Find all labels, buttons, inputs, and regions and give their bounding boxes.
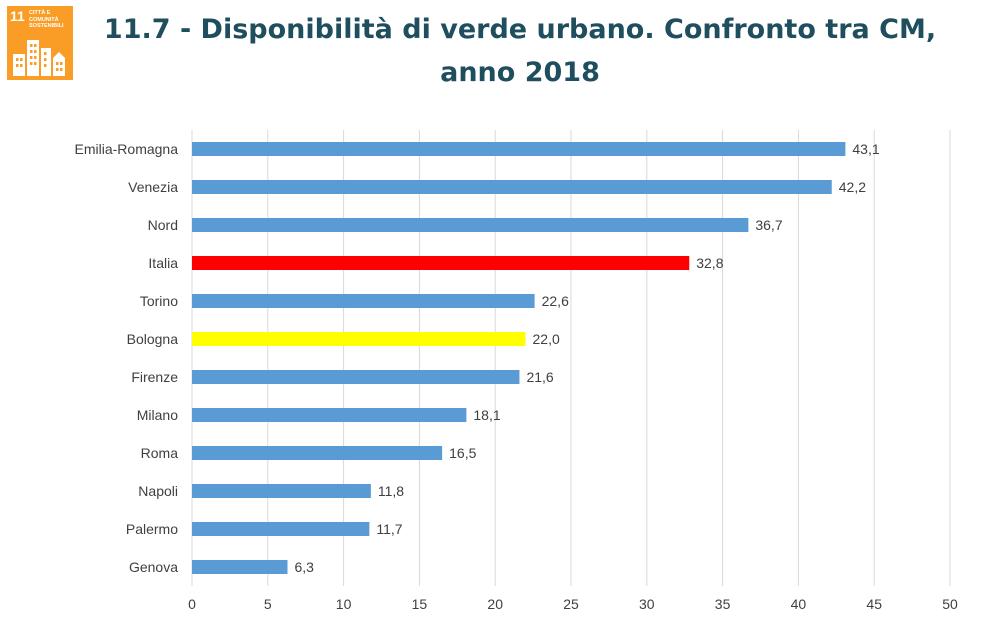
x-tick-label: 5 [264,596,272,612]
bar [192,370,520,384]
x-tick-label: 25 [563,596,579,612]
data-label: 42,2 [839,179,866,195]
bar [192,446,443,460]
sdg-11-badge: 11 CITTÀ E COMUNITÀ SOSTENIBILI [7,6,73,80]
chart-title: 11.7 - Disponibilità di verde urbano. Co… [103,14,937,88]
bar [192,560,288,574]
bar [192,408,467,422]
data-label: 6,3 [295,559,315,575]
data-label: 36,7 [755,217,782,233]
category-label: Bologna [127,331,179,347]
x-tick-label: 35 [715,596,731,612]
x-tick-label: 45 [866,596,882,612]
data-label: 11,8 [378,483,404,499]
data-label: 22,6 [542,293,569,309]
x-tick-label: 15 [412,596,428,612]
data-label: 32,8 [696,255,723,271]
x-tick-label: 50 [942,596,958,612]
x-tick-label: 40 [791,596,807,612]
city-buildings-icon [13,40,65,76]
x-tick-label: 30 [639,596,655,612]
category-label: Emilia-Romagna [75,141,179,157]
data-labels: 43,1 42,2 36,7 32,8 22,6 22,0 21,6 18,1 16,5 11,8… [295,141,880,575]
tick-labels: 0 5 10 15 20 25 30 35 40 45 50 [188,596,958,612]
x-tick-label: 0 [188,596,196,612]
data-label: 16,5 [449,445,476,461]
x-tick-label: 10 [336,596,352,612]
category-label: Genova [129,559,178,575]
category-label: Torino [140,293,178,309]
bar [192,256,690,270]
category-label: Napoli [138,483,178,499]
data-label: 43,1 [852,141,879,157]
bar [192,218,749,232]
category-label: Nord [148,217,178,233]
bar [192,522,370,536]
category-label: Firenze [131,369,178,385]
category-label: Milano [137,407,178,423]
category-label: Palermo [126,521,178,537]
x-tick-label: 20 [487,596,503,612]
category-labels: Emilia-Romagna Venezia Nord Italia Torino Bol… [75,141,179,575]
bars [192,142,846,574]
bar [192,332,526,346]
bar [192,180,832,194]
data-label: 18,1 [473,407,500,423]
sdg-caption: CITTÀ E COMUNITÀ SOSTENIBILI [29,10,64,29]
grid-lines [191,130,951,586]
category-label: Roma [141,445,179,461]
category-label: Venezia [128,179,178,195]
data-label: 21,6 [526,369,553,385]
bar [192,294,535,308]
data-label: 22,0 [533,331,560,347]
data-label: 11,7 [376,521,402,537]
bar [192,142,846,156]
category-label: Italia [148,255,178,271]
bar [192,484,371,498]
sdg-number: 11 [10,8,25,24]
